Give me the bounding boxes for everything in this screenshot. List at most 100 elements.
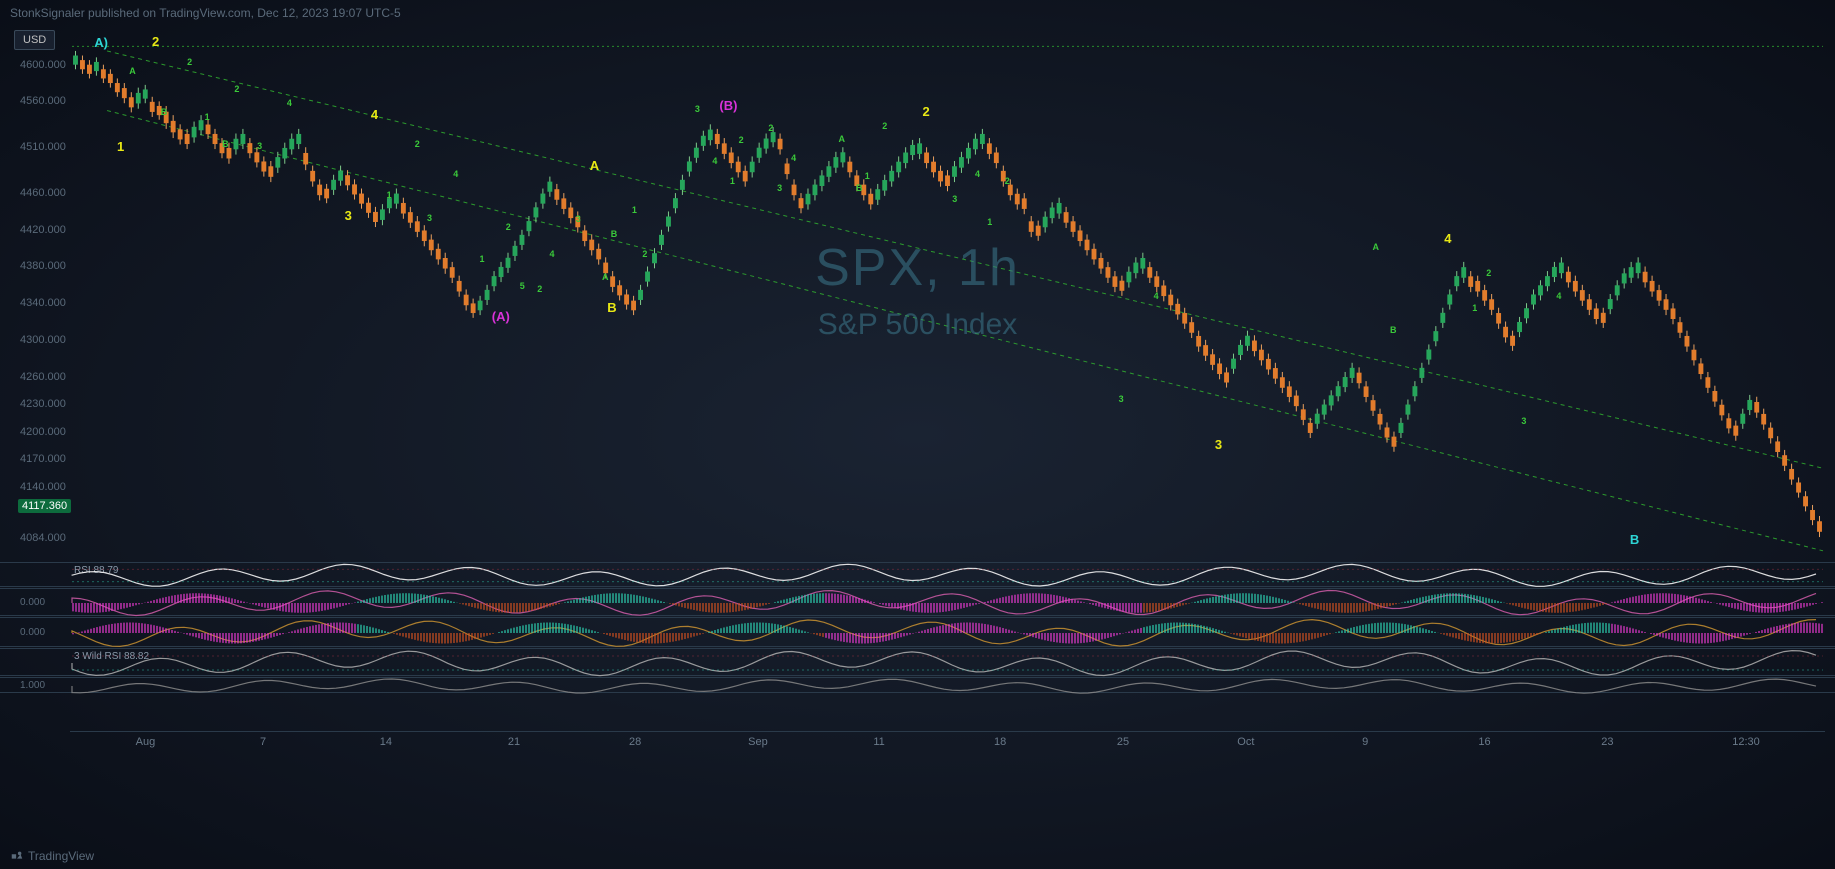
wave-label: 4 [453, 169, 458, 179]
wave-label: 4 [1556, 291, 1561, 301]
x-tick: 11 [873, 736, 884, 748]
y-tick: 4230.000 [20, 398, 66, 410]
wave-label: 2 [882, 121, 887, 131]
x-tick: 14 [380, 736, 392, 748]
wave-label: 4 [287, 98, 292, 108]
wave-label: 3 [1119, 394, 1124, 404]
wave-label: 2 [234, 84, 239, 94]
wave-label: 3 [1215, 437, 1222, 452]
y-tick: 4340.000 [20, 297, 66, 309]
wave-label: 4 [550, 249, 555, 259]
wave-label: 2 [506, 222, 511, 232]
wave-label: 2 [152, 34, 159, 49]
wave-label: 2 [768, 123, 773, 133]
y-tick: 4600.000 [20, 59, 66, 71]
wave-label: 3 [1521, 416, 1526, 426]
x-tick: 21 [508, 736, 520, 748]
y-tick: 4084.000 [20, 532, 66, 544]
x-tick: 18 [994, 736, 1006, 748]
wave-label: 1 [987, 217, 992, 227]
wave-label: B [161, 107, 168, 117]
wave-label: 2 [1005, 176, 1010, 186]
wave-label: 3 [777, 183, 782, 193]
x-tick: Oct [1237, 736, 1254, 748]
y-tick: 4200.000 [20, 426, 66, 438]
wave-label: 1 [387, 190, 392, 200]
wave-label: A [590, 158, 599, 173]
publisher-header: StonkSignaler published on TradingView.c… [10, 6, 401, 20]
wave-label: 4 [1444, 231, 1451, 246]
candlestick-canvas [0, 28, 1835, 560]
wave-label: 2 [187, 57, 192, 67]
wave-label: 3 [257, 141, 262, 151]
wave-label: 3 [952, 194, 957, 204]
wave-label: B [1390, 325, 1397, 335]
x-tick: 23 [1601, 736, 1613, 748]
wave-label: (B) [719, 98, 737, 113]
wave-label: A) [94, 35, 108, 50]
wave-label: A [838, 134, 845, 144]
x-tick: Sep [748, 736, 768, 748]
wave-label: 2 [415, 139, 420, 149]
main-chart[interactable]: 4600.000 4560.000 4510.000 4460.000 4420.000… [0, 28, 1835, 560]
wave-label: 1 [730, 176, 735, 186]
wave-label: 3 [345, 208, 352, 223]
wave-label: B [856, 183, 863, 193]
wave-label: A [602, 272, 609, 282]
wave-label: (A) [492, 309, 510, 324]
y-tick: 4380.000 [20, 260, 66, 272]
wave-label: A [129, 66, 136, 76]
indicator-panel: 0.000 [0, 617, 1835, 647]
wave-label: 2 [642, 249, 647, 259]
watermark-name: S&P 500 Index [818, 308, 1018, 342]
y-tick: 4420.000 [20, 224, 66, 236]
x-tick: 12:30 [1732, 736, 1760, 748]
wave-label: B [1630, 532, 1639, 547]
wave-label: B [611, 229, 618, 239]
indicator-panel: 0.000 [0, 588, 1835, 616]
wave-label: B [607, 300, 616, 315]
wave-label: 3 [427, 213, 432, 223]
wave-label: 3 [695, 104, 700, 114]
wave-label: 4 [712, 156, 717, 166]
watermark-symbol: SPX, 1h [815, 238, 1020, 298]
x-tick: Aug [136, 736, 156, 748]
wave-label: A [1372, 242, 1379, 252]
x-tick: 28 [629, 736, 641, 748]
x-tick: 25 [1117, 736, 1129, 748]
indicator-panel: 3 Wild RSI 88.82 [0, 648, 1835, 676]
wave-label: 2 [1486, 268, 1491, 278]
y-tick: 4300.000 [20, 334, 66, 346]
wave-label: 1 [205, 112, 210, 122]
x-tick: 16 [1478, 736, 1490, 748]
wave-label: 2 [922, 104, 929, 119]
indicator-panel: RSI 88.79 [0, 562, 1835, 587]
wave-label: 1 [1472, 303, 1477, 313]
y-tick: 4560.000 [20, 95, 66, 107]
tradingview-footer: TradingView [10, 849, 94, 863]
wave-label: B [222, 139, 229, 149]
wave-label: 2 [739, 135, 744, 145]
wave-label: 1 [117, 139, 124, 154]
tradingview-logo-icon [10, 849, 24, 863]
wave-label: 1 [632, 205, 637, 215]
y-tick: 4140.000 [20, 481, 66, 493]
time-x-axis: Aug7142128Sep111825Oct9162312:30 [70, 731, 1825, 751]
wave-label: 5 [520, 281, 525, 291]
wave-label: 4 [975, 169, 980, 179]
x-tick: 9 [1362, 736, 1368, 748]
y-tick: 4170.000 [20, 453, 66, 465]
current-price-marker: 4117.360 [18, 499, 71, 513]
y-tick: 4260.000 [20, 371, 66, 383]
y-tick: 4510.000 [20, 141, 66, 153]
y-tick: 4460.000 [20, 187, 66, 199]
wave-label: 3 [576, 214, 581, 224]
wave-label: 4 [791, 153, 796, 163]
wave-label: 1 [479, 254, 484, 264]
wave-label: 4 [371, 107, 378, 122]
wave-label: 1 [865, 171, 870, 181]
wave-label: 2 [537, 284, 542, 294]
wave-label: 4 [1154, 291, 1159, 301]
footer-text: TradingView [28, 849, 94, 863]
indicator-panel: 1.000 [0, 677, 1835, 693]
